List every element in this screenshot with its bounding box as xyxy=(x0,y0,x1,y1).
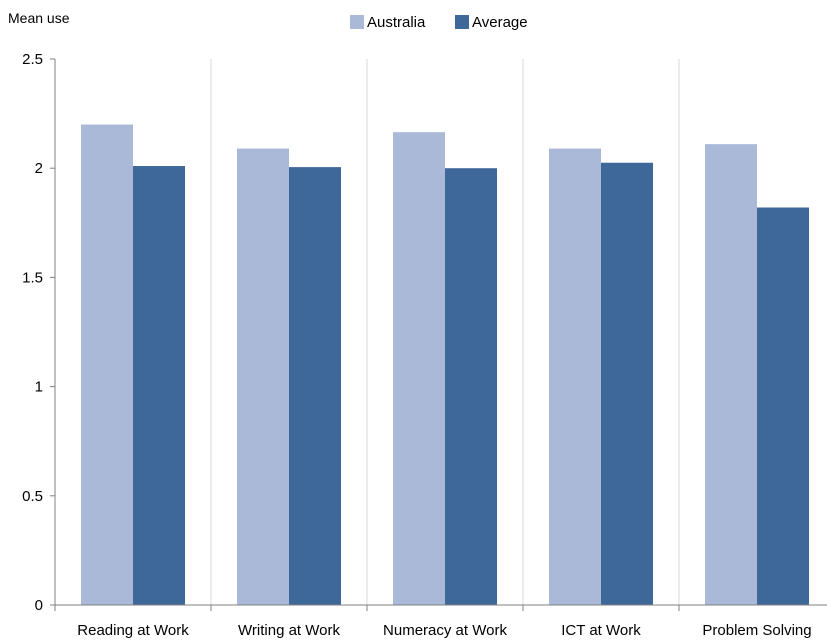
bar-average-problem-solving xyxy=(757,207,809,605)
bar-australia-ict-at-work xyxy=(549,148,601,605)
bar-australia-reading-at-work xyxy=(81,124,133,606)
bar-average-ict-at-work xyxy=(601,162,653,606)
x-tick-label-problem-solving: Problem Solving xyxy=(702,622,811,639)
x-tick-label-writing-at-work: Writing at Work xyxy=(238,622,340,639)
x-tick-labels: Reading at Work Writing at Work Numeracy a… xyxy=(77,622,811,639)
y-tick-label: 2 xyxy=(35,160,43,177)
y-tick-label: 0.5 xyxy=(22,488,43,505)
legend: Australia Average xyxy=(350,14,528,31)
x-tick-label-numeracy-at-work: Numeracy at Work xyxy=(383,622,507,639)
y-tick-label: 1.5 xyxy=(22,269,43,286)
bar-average-numeracy-at-work xyxy=(445,168,497,605)
axes xyxy=(50,58,827,611)
bar-average-reading-at-work xyxy=(133,166,185,606)
bar-average-writing-at-work xyxy=(289,167,341,605)
y-tick-label: 0 xyxy=(35,597,43,614)
legend-swatch-average xyxy=(455,15,469,29)
legend-label-australia: Australia xyxy=(367,14,426,31)
y-tick-labels: 0 0.5 1 1.5 2 2.5 xyxy=(22,51,43,614)
legend-label-average: Average xyxy=(472,14,528,31)
grid-lines xyxy=(210,59,680,605)
bar-australia-numeracy-at-work xyxy=(393,132,445,605)
bar-australia-problem-solving xyxy=(705,144,757,605)
legend-swatch-australia xyxy=(350,15,364,29)
x-tick-label-ict-at-work: ICT at Work xyxy=(561,622,641,639)
x-tick-label-reading-at-work: Reading at Work xyxy=(77,622,189,639)
bar-australia-writing-at-work xyxy=(237,148,289,605)
y-tick-label: 1 xyxy=(35,379,43,396)
bars xyxy=(81,124,809,606)
y-tick-label: 2.5 xyxy=(22,51,43,68)
y-axis-title: Mean use xyxy=(8,10,70,26)
